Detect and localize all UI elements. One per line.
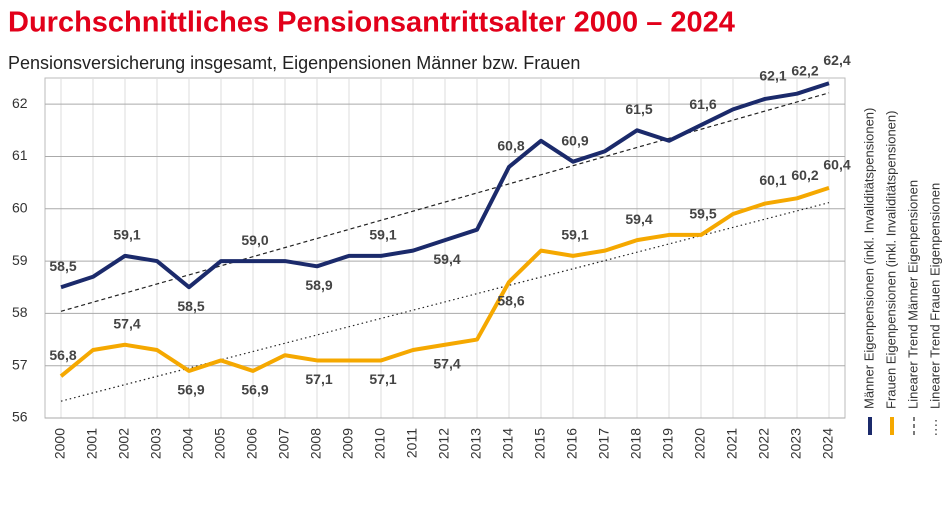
- value-label: 59,1: [113, 227, 140, 243]
- value-label: 58,5: [177, 298, 204, 314]
- legend-label: Männer Eigenpensionen (inkl. Invalidität…: [861, 108, 876, 409]
- x-tick-label: 2005: [212, 428, 228, 459]
- x-tick-label: 2007: [276, 428, 292, 459]
- x-tick-label: 2016: [564, 428, 580, 459]
- value-label: 61,5: [625, 101, 652, 117]
- y-tick-label: 60: [12, 199, 28, 215]
- value-label: 58,5: [49, 258, 76, 274]
- value-label: 59,1: [561, 227, 588, 243]
- value-label: 57,4: [433, 355, 460, 371]
- y-tick-label: 56: [12, 409, 28, 425]
- value-label: 62,2: [791, 62, 818, 78]
- x-tick-label: 2006: [244, 428, 260, 459]
- chart-title: Durchschnittliches Pensionsantrittsalter…: [8, 7, 735, 39]
- x-tick-label: 2003: [148, 428, 164, 459]
- x-tick-label: 2009: [340, 428, 356, 459]
- value-label: 58,6: [497, 293, 524, 309]
- value-label: 57,1: [369, 371, 396, 387]
- y-tick-label: 59: [12, 252, 28, 268]
- x-tick-label: 2017: [596, 428, 612, 459]
- value-label: 59,0: [241, 232, 268, 248]
- trend-line: [60, 202, 830, 402]
- value-label: 56,8: [49, 347, 76, 363]
- value-label: 59,4: [625, 211, 652, 227]
- x-tick-label: 2015: [532, 428, 548, 459]
- chart-subtitle: Pensionsversicherung insgesamt, Eigenpen…: [8, 53, 580, 73]
- x-tick-label: 2012: [436, 428, 452, 459]
- x-tick-label: 2018: [628, 428, 644, 459]
- value-label: 62,1: [759, 68, 786, 84]
- legend-label: Linearer Trend Männer Eigenpensionen: [905, 180, 920, 409]
- value-label: 61,6: [689, 96, 716, 112]
- value-label: 62,4: [823, 52, 850, 68]
- x-tick-label: 2021: [724, 428, 740, 459]
- x-tick-label: 2001: [84, 428, 100, 459]
- x-tick-label: 2008: [308, 428, 324, 459]
- value-label: 60,1: [759, 172, 786, 188]
- x-tick-label: 2019: [660, 428, 676, 459]
- x-tick-label: 2004: [180, 428, 196, 459]
- value-label: 56,9: [177, 382, 204, 398]
- x-tick-label: 2013: [468, 428, 484, 459]
- value-label: 60,2: [791, 167, 818, 183]
- series-line: [59, 185, 830, 378]
- legend-label: Linearer Trend Frauen Eigenpensionen: [927, 183, 942, 409]
- value-label: 60,8: [497, 138, 524, 154]
- y-tick-label: 58: [12, 304, 28, 320]
- value-label: 57,1: [305, 371, 332, 387]
- series-line: [60, 81, 830, 290]
- trend-line: [60, 92, 830, 312]
- value-label: 60,4: [823, 157, 850, 173]
- value-label: 59,4: [433, 251, 460, 267]
- y-tick-label: 61: [12, 147, 28, 163]
- legend-label: Frauen Eigenpensionen (inkl. Invalidität…: [883, 111, 898, 409]
- x-tick-label: 2024: [820, 428, 836, 459]
- value-label: 56,9: [241, 382, 268, 398]
- x-tick-label: 2000: [52, 428, 68, 459]
- value-label: 57,4: [113, 315, 140, 331]
- y-tick-label: 57: [12, 356, 28, 372]
- legend: Männer Eigenpensionen (inkl. Invalidität…: [861, 108, 942, 435]
- x-tick-label: 2023: [788, 428, 804, 459]
- x-tick-label: 2014: [500, 428, 516, 459]
- value-label: 59,1: [369, 227, 396, 243]
- x-tick-label: 2022: [756, 428, 772, 459]
- value-label: 59,5: [689, 206, 716, 222]
- x-tick-label: 2002: [116, 428, 132, 459]
- x-tick-label: 2011: [404, 428, 420, 458]
- value-label: 58,9: [305, 277, 332, 293]
- x-tick-label: 2010: [372, 428, 388, 459]
- x-tick-label: 2020: [692, 428, 708, 459]
- y-tick-label: 62: [12, 95, 28, 111]
- value-label: 60,9: [561, 132, 588, 148]
